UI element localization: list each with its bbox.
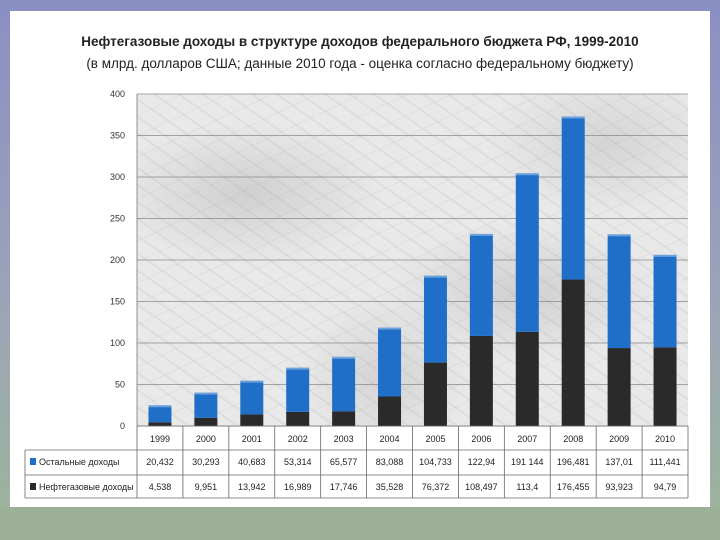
bar-oil-gas <box>194 417 218 426</box>
x-tick-label: 2003 <box>334 434 354 444</box>
data-label-oil-gas: 108,497 <box>465 482 498 492</box>
bar-highlight <box>423 275 447 278</box>
bar-other <box>469 233 493 336</box>
data-label-other: 196,481 <box>557 457 590 467</box>
slide-footer-band <box>0 507 720 540</box>
bar-oil-gas <box>286 411 310 426</box>
data-label-other: 40,683 <box>238 457 266 467</box>
x-tick-label: 2001 <box>242 434 262 444</box>
chart-title: Нефтегазовые доходы в структуре доходов … <box>81 34 639 49</box>
data-label-other: 83,088 <box>376 457 404 467</box>
data-label-oil-gas: 13,942 <box>238 482 266 492</box>
data-label-oil-gas: 35,528 <box>376 482 404 492</box>
legend-label-other: Остальные доходы <box>39 457 120 467</box>
bar-oil-gas <box>378 396 402 426</box>
bar-oil-gas <box>332 411 356 426</box>
data-label-oil-gas: 113,4 <box>516 482 538 492</box>
data-label-oil-gas: 176,455 <box>557 482 590 492</box>
data-label-oil-gas: 76,372 <box>422 482 450 492</box>
data-label-oil-gas: 16,989 <box>284 482 312 492</box>
bar-oil-gas <box>561 279 585 426</box>
x-tick-label: 2009 <box>609 434 629 444</box>
bar-highlight <box>194 392 218 395</box>
y-tick-label: 150 <box>110 297 125 307</box>
bar-oil-gas <box>148 422 172 426</box>
bar-other <box>607 234 631 349</box>
bar-other <box>332 356 356 412</box>
bar-other <box>240 380 264 415</box>
x-tick-label: 2007 <box>517 434 537 444</box>
bar-highlight <box>378 327 402 330</box>
data-label-other: 53,314 <box>284 457 312 467</box>
bar-other <box>194 392 218 418</box>
bar-other <box>515 173 539 332</box>
bar-oil-gas <box>515 331 539 426</box>
bar-highlight <box>148 405 172 408</box>
bar-highlight <box>607 234 631 237</box>
bar-oil-gas <box>469 335 493 426</box>
bar-oil-gas <box>607 348 631 426</box>
data-label-oil-gas: 17,746 <box>330 482 358 492</box>
x-tick-label: 2002 <box>288 434 308 444</box>
bar-oil-gas <box>653 347 677 426</box>
bar-other <box>561 116 585 280</box>
bar-highlight <box>515 173 539 176</box>
x-tick-label: 2006 <box>471 434 491 444</box>
bar-oil-gas <box>423 362 447 426</box>
x-tick-label: 2000 <box>196 434 216 444</box>
y-tick-label: 100 <box>110 338 125 348</box>
legend-swatch-other <box>30 458 36 465</box>
plot-area <box>137 94 688 425</box>
bar-highlight <box>653 254 677 257</box>
bar-highlight <box>469 233 493 236</box>
data-label-other: 30,293 <box>192 457 220 467</box>
x-tick-label: 2005 <box>425 434 445 444</box>
y-tick-label: 200 <box>110 255 125 265</box>
data-label-other: 137,01 <box>605 457 633 467</box>
data-label-other: 104,733 <box>419 457 452 467</box>
data-label-other: 65,577 <box>330 457 358 467</box>
bar-other <box>286 367 310 412</box>
data-label-oil-gas: 93,923 <box>605 482 633 492</box>
data-label-other: 20,432 <box>146 457 174 467</box>
bar-other <box>378 327 402 397</box>
bar-other <box>148 405 172 423</box>
x-tick-label: 2010 <box>655 434 675 444</box>
data-label-oil-gas: 94,79 <box>654 482 677 492</box>
data-label-oil-gas: 9,951 <box>195 482 218 492</box>
bar-oil-gas <box>240 414 264 426</box>
y-tick-label: 350 <box>110 131 125 141</box>
data-label-oil-gas: 4,538 <box>149 482 172 492</box>
bar-highlight <box>240 380 264 383</box>
y-tick-label: 300 <box>110 172 125 182</box>
y-tick-label: 0 <box>120 421 125 431</box>
bar-highlight <box>561 116 585 119</box>
chart-subtitle: (в млрд. долларов США; данные 2010 года … <box>86 56 634 71</box>
x-tick-label: 1999 <box>150 434 170 444</box>
data-label-other: 191 144 <box>511 457 544 467</box>
table-legend-bg <box>25 450 137 498</box>
x-tick-label: 2008 <box>563 434 583 444</box>
y-tick-label: 50 <box>115 380 125 390</box>
bar-other <box>653 254 677 348</box>
data-label-other: 111,441 <box>649 457 680 467</box>
bar-highlight <box>286 367 310 370</box>
x-tick-label: 2004 <box>380 434 400 444</box>
legend-swatch-oil-gas <box>30 483 36 490</box>
legend-label-oil-gas: Нефтегазовые доходы <box>39 482 134 492</box>
y-tick-label: 400 <box>110 89 125 99</box>
bar-other <box>423 275 447 363</box>
data-label-other: 122,94 <box>468 457 496 467</box>
bar-highlight <box>332 356 356 359</box>
y-tick-label: 250 <box>110 214 125 224</box>
